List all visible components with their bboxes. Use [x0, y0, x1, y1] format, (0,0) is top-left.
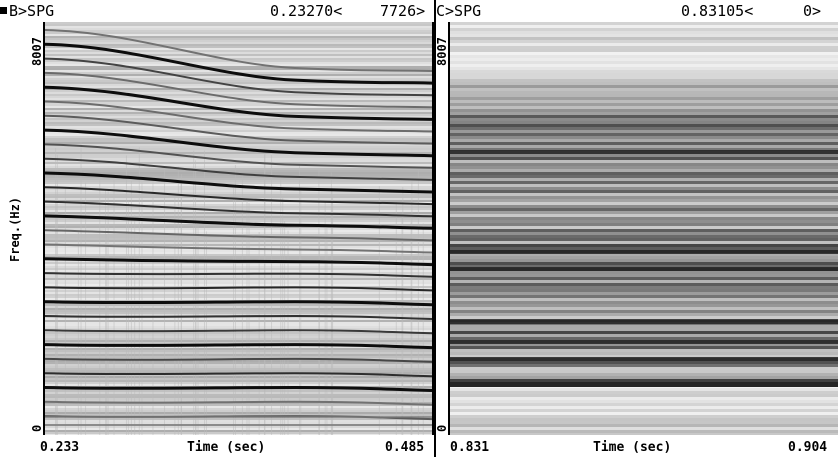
panel-b-freq-max-label: 8007	[30, 37, 44, 66]
panel-b-time-axis-label: Time (sec)	[187, 440, 266, 455]
panel-b-cursor-value: 0.23270<	[270, 2, 343, 20]
spectrogram-panel-b[interactable]: B>SPG 0.23270< 7726> 8007 Freq.(Hz) 0 0.…	[0, 0, 434, 457]
panel-b-y-axis-label: Freq.(Hz)	[8, 196, 22, 262]
spectrogram-panel-c[interactable]: C>SPG 0.83105< 0> 8007 0 0.831 Time (sec…	[436, 0, 838, 457]
panel-b-header: B>SPG 0.23270< 7726>	[0, 0, 434, 22]
panel-divider	[434, 0, 436, 457]
spectrogram-image-b	[45, 22, 432, 435]
spectrogram-plot-b[interactable]	[43, 22, 434, 435]
panel-c-header: C>SPG 0.83105< 0>	[436, 0, 838, 22]
panel-c-cursor-value: 0.83105<	[681, 2, 754, 20]
panel-b-freq-min-label: 0	[30, 424, 44, 432]
panel-c-time-axis-label: Time (sec)	[593, 440, 672, 455]
panel-c-cursor-index: 0>	[803, 2, 822, 20]
panel-b-title: B>SPG	[9, 2, 55, 20]
panel-c-title: C>SPG	[436, 2, 482, 20]
panel-c-time-start: 0.831	[450, 440, 490, 455]
panel-c-time-axis: 0.831 Time (sec) 0.904	[436, 437, 838, 457]
panel-c-time-end: 0.904	[788, 440, 828, 455]
panel-b-cursor-index: 7726>	[380, 2, 426, 20]
spectrogram-plot-c[interactable]	[448, 22, 838, 435]
panel-b-time-start: 0.233	[40, 440, 80, 455]
panel-b-time-axis: 0.233 Time (sec) 0.485	[0, 437, 434, 457]
spectrogram-image-c	[450, 22, 838, 435]
panel-b-time-end: 0.485	[385, 440, 425, 455]
square-bullet-icon	[0, 7, 7, 14]
